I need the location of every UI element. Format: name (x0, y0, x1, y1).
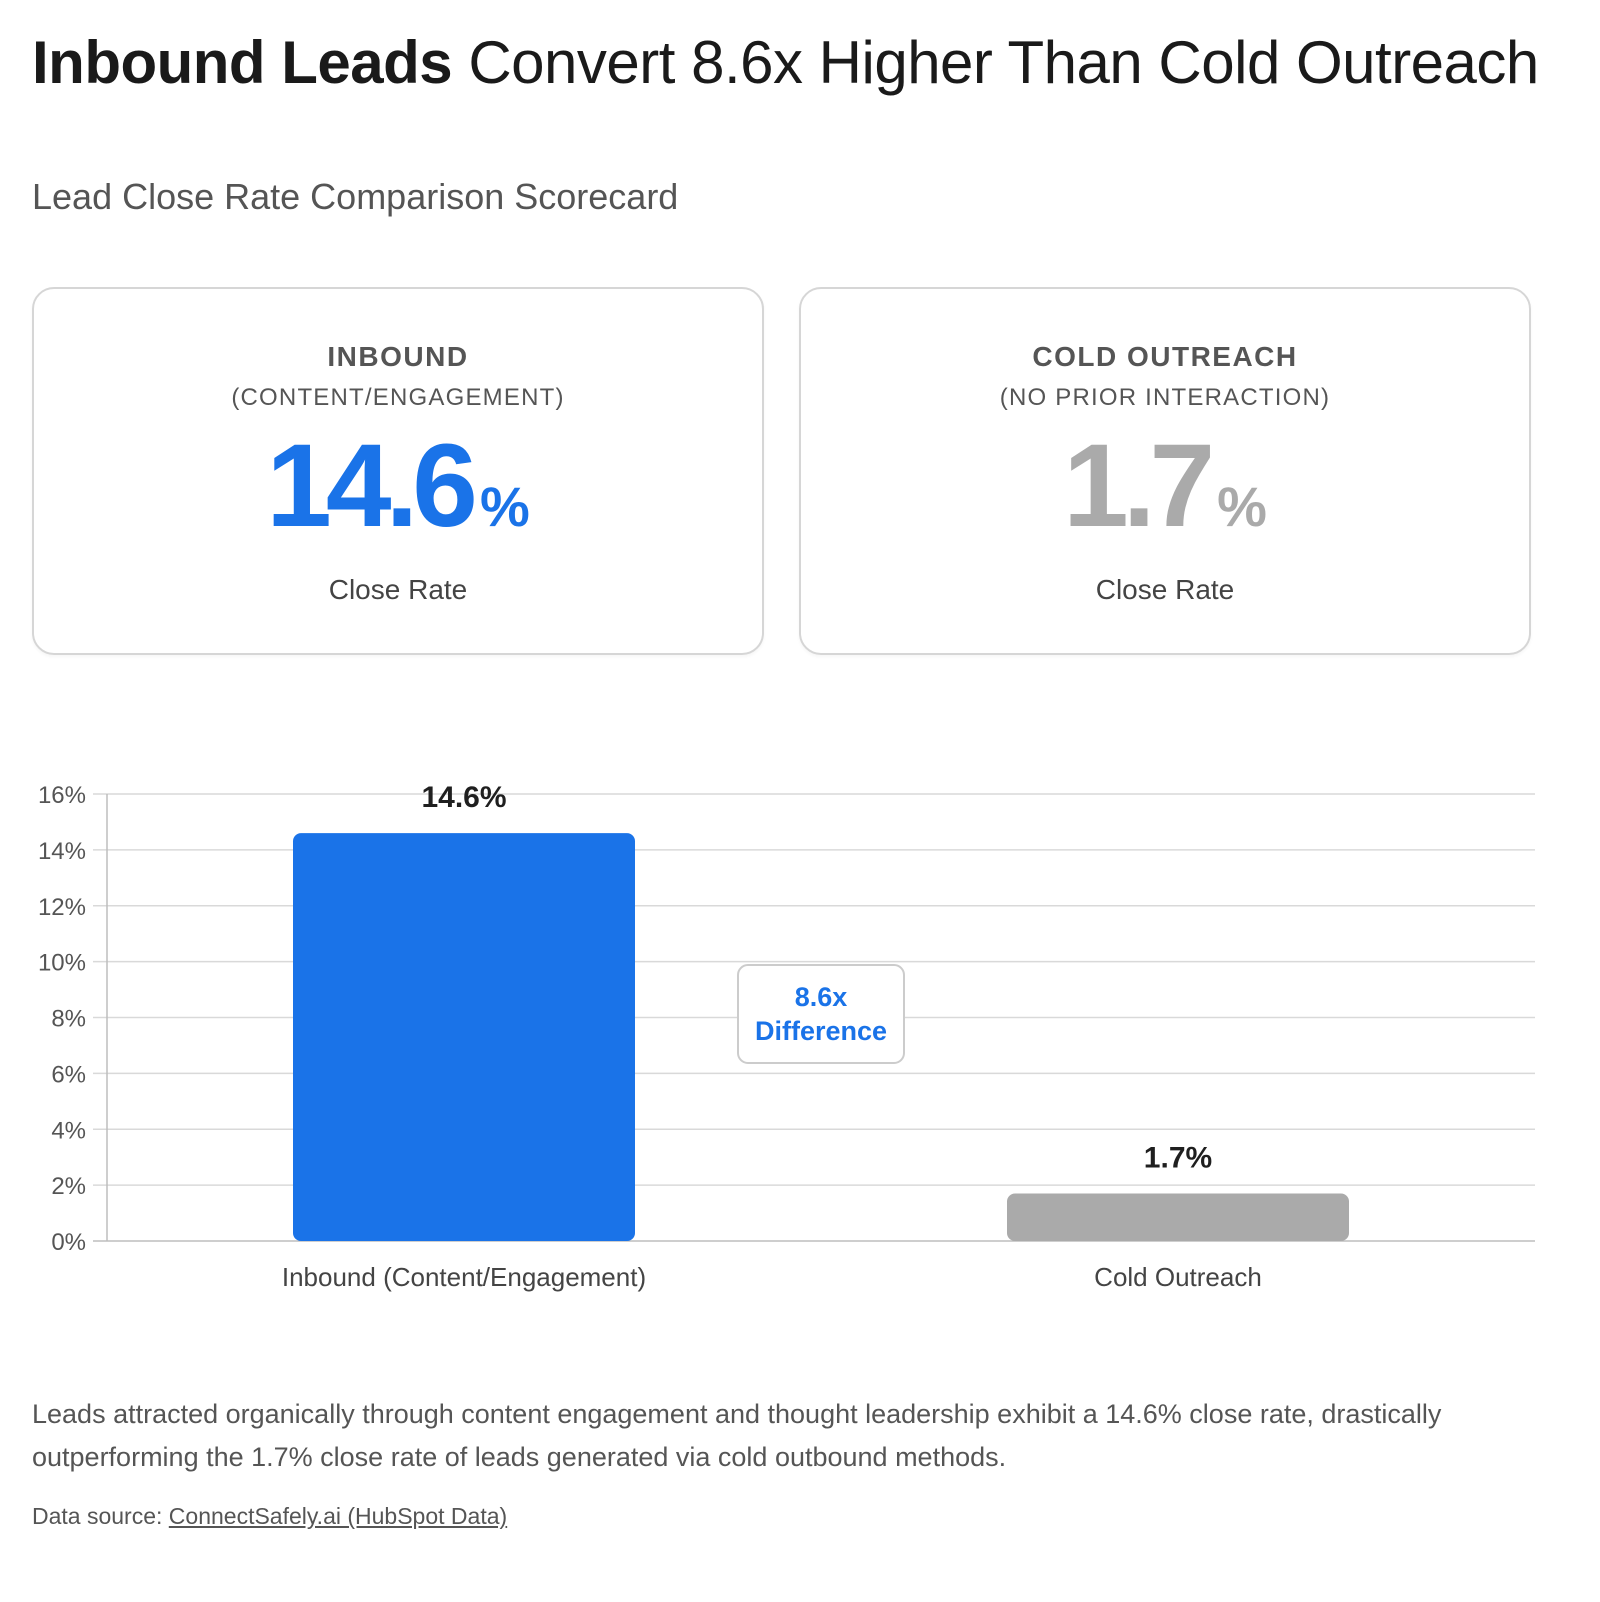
scorecard-cold-value: 1.7% (801, 427, 1529, 545)
bar (293, 833, 635, 1241)
y-tick-label: 2% (51, 1173, 86, 1200)
bar-value-label: 1.7% (1144, 1142, 1212, 1175)
difference-annotation-box (737, 964, 905, 1064)
scorecard-cold-desc: (NO PRIOR INTERACTION) (999, 384, 1331, 411)
scorecard-cold-name: COLD OUTREACH (1032, 341, 1298, 372)
scorecard-inbound-desc: (CONTENT/ENGAGEMENT) (231, 384, 565, 411)
y-tick-label: 6% (51, 1061, 86, 1088)
data-source-prefix: Data source: (32, 1503, 169, 1529)
bar-value-label: 14.6% (421, 781, 506, 814)
scorecard-inbound-number: 14.6 (266, 420, 478, 552)
scorecard-cold-unit: % (1217, 475, 1267, 538)
scorecard-cold-number: 1.7 (1063, 420, 1215, 552)
bar (1007, 1193, 1349, 1241)
y-tick-label: 0% (51, 1229, 86, 1256)
y-tick-label: 8% (51, 1006, 86, 1033)
scorecard-inbound-value: 14.6% (34, 427, 762, 545)
y-tick-label: 4% (51, 1117, 86, 1144)
bar-chart: 0% 2% 4% 6% 8% 10% 12% 14% 16% 14.6% Inbound (Cont… (38, 781, 1535, 1292)
title-rest: Convert 8.6x Higher Than Cold Outreach (452, 29, 1539, 96)
scorecard-inbound-unit: % (479, 475, 530, 538)
title-bold: Inbound Leads (32, 29, 453, 96)
x-tick-label: Inbound (Content/Engagement) (282, 1262, 646, 1292)
difference-annotation-label: Difference (755, 1016, 887, 1046)
data-source-link[interactable]: ConnectSafely.ai (HubSpot Data) (168, 1503, 508, 1529)
scorecard-inbound-name: INBOUND (327, 341, 469, 372)
scorecard-cold-label: Close Rate (1095, 574, 1235, 605)
x-tick-label: Cold Outreach (1094, 1262, 1262, 1292)
y-tick-label: 10% (38, 950, 86, 977)
chart-description: Leads attracted organically through cont… (32, 1399, 1442, 1472)
y-tick-label: 16% (38, 782, 86, 809)
difference-annotation-value: 8.6x (795, 982, 848, 1012)
y-tick-label: 14% (38, 838, 86, 865)
page-subtitle: Lead Close Rate Comparison Scorecard (32, 176, 679, 217)
page-title: Inbound Leads Convert 8.6x Higher Than C… (32, 28, 1539, 97)
y-tick-label: 12% (38, 894, 86, 921)
data-source: Data source: ConnectSafely.ai (HubSpot D… (32, 1503, 507, 1530)
scorecard-cold-outreach: COLD OUTREACH (NO PRIOR INTERACTION) 1.7… (799, 287, 1531, 655)
scorecard-inbound: INBOUND (CONTENT/ENGAGEMENT) 14.6% Close… (32, 287, 764, 655)
scorecard-inbound-label: Close Rate (328, 574, 468, 605)
